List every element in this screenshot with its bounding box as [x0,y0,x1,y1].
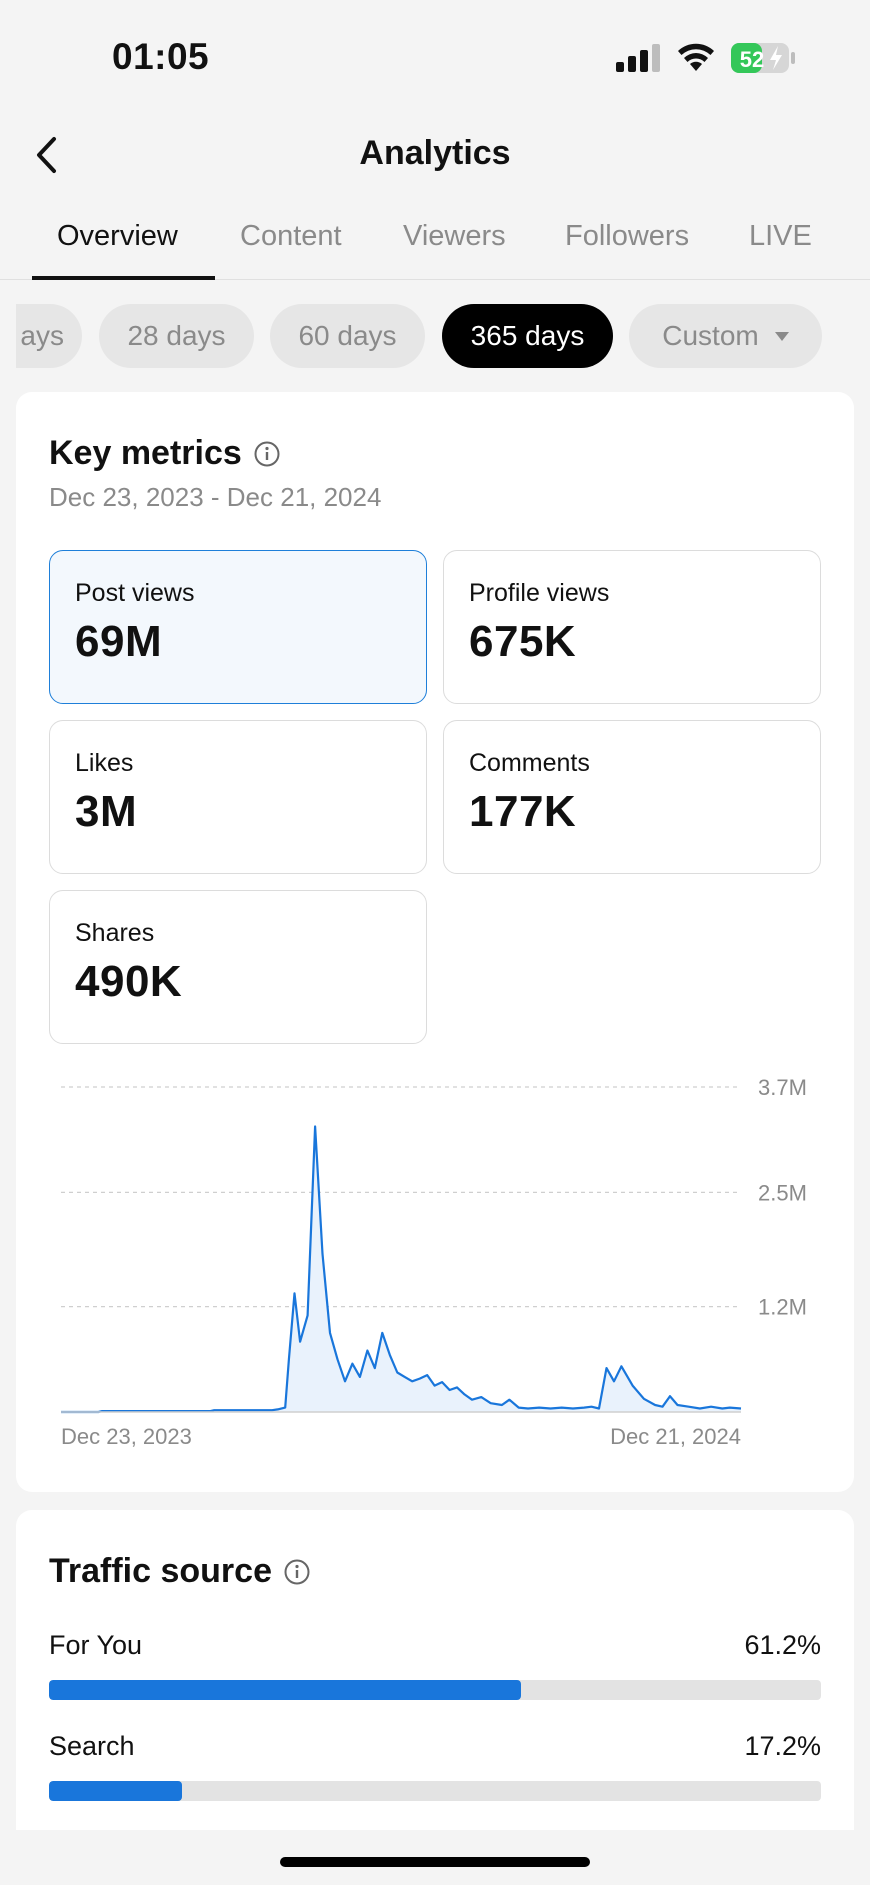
tab-live[interactable]: LIVE [749,220,812,252]
series-line [61,1125,742,1414]
traffic-source-name: Search [49,1731,135,1761]
key-metrics-heading: Key metrics [49,434,280,473]
caret-down-icon [774,331,789,341]
tab-overview[interactable]: Overview [57,220,178,252]
metric-value: 177K [469,787,577,836]
metric-label: Comments [469,749,590,777]
traffic-bar-track [49,1781,821,1801]
traffic-row-for-you: For You 61.2% [49,1630,821,1710]
tab-followers[interactable]: Followers [565,220,690,252]
status-time: 01:05 [112,36,210,77]
date-range-label: Dec 23, 2023 - Dec 21, 2024 [49,482,382,512]
metric-label: Profile views [469,579,610,607]
metric-label: Likes [75,749,134,777]
metric-comments[interactable]: Comments 177K [443,720,821,874]
traffic-row-search: Search 17.2% [49,1731,821,1811]
info-icon[interactable] [284,1559,310,1585]
chip-label: Custom [662,320,759,351]
y-tick-label: 3.7M [758,1075,807,1100]
chip-label: 60 days [298,320,397,351]
metric-value: 3M [75,787,138,836]
page-title: Analytics [359,134,511,172]
nav-bar: Analytics [0,120,870,190]
chip-label: 28 days [127,320,226,351]
key-metrics-title: Key metrics [49,434,242,472]
metric-label: Shares [75,919,155,947]
traffic-source-card: Traffic source For You 61.2% Search 17.2… [16,1510,854,1830]
traffic-bar-fill [49,1680,522,1700]
chip-60-days[interactable]: 60 days [270,304,425,368]
traffic-source-title: Traffic source [49,1552,272,1590]
traffic-bar-track [49,1680,821,1700]
metric-value: 69M [75,617,163,666]
date-range-chips: ays 28 days 60 days 365 days Custom [16,304,870,370]
chip-custom[interactable]: Custom [629,304,822,368]
post-views-chart-svg: 3.7M 2.5M 1.2M Dec 23, 2023 Dec 21, 2024 [61,1075,807,1449]
traffic-source-name: For You [49,1630,143,1660]
traffic-source-percent: 17.2% [744,1731,821,1761]
status-bar: 01:05 52 [0,0,870,110]
chip-label: ays [20,320,64,351]
y-tick-label: 1.2M [758,1295,807,1320]
x-tick-label: Dec 23, 2023 [61,1424,192,1449]
post-views-chart: 3.7M 2.5M 1.2M Dec 23, 2023 Dec 21, 2024 [16,1072,854,1452]
traffic-source-percent: 61.2% [744,1630,821,1660]
metric-shares[interactable]: Shares 490K [49,890,427,1044]
info-icon[interactable] [254,441,280,467]
tab-content[interactable]: Content [240,220,342,252]
active-tab-indicator [32,276,215,280]
metric-value: 675K [469,617,577,666]
metric-label: Post views [75,579,195,607]
wifi-icon [678,43,714,71]
chip-365-days[interactable]: 365 days [442,304,613,368]
chart-area-fill [61,1126,741,1412]
home-indicator [280,1857,590,1867]
x-tick-label: Dec 21, 2024 [610,1424,741,1449]
metric-value: 490K [75,957,183,1006]
battery-charging-icon: 52 [731,43,795,73]
metric-post-views[interactable]: Post views 69M [49,550,427,704]
tab-viewers[interactable]: Viewers [403,220,506,252]
key-metrics-card: Key metrics Dec 23, 2023 - Dec 21, 2024 … [16,392,854,1492]
traffic-source-heading: Traffic source [49,1552,310,1591]
cellular-signal-icon [616,44,660,72]
chevron-left-icon [37,137,56,173]
y-tick-label: 2.5M [758,1180,807,1205]
back-button[interactable] [26,132,66,178]
metric-likes[interactable]: Likes 3M [49,720,427,874]
chip-7-days[interactable]: ays [16,304,82,368]
metric-profile-views[interactable]: Profile views 675K [443,550,821,704]
battery-percent: 52 [740,47,764,72]
chip-label: 365 days [470,320,585,351]
traffic-bar-fill [49,1781,182,1801]
analytics-tabs: Overview Content Viewers Followers LIVE [0,210,870,280]
chip-28-days[interactable]: 28 days [99,304,254,368]
